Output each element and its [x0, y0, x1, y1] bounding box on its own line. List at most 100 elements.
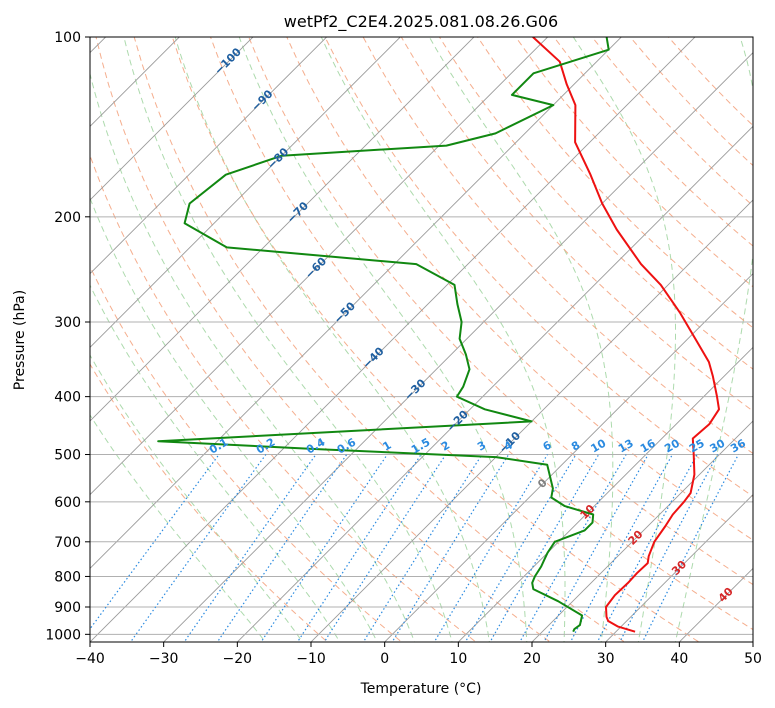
- dry-adiabat-line: [90, 153, 477, 642]
- mixing-ratio-label: 2: [439, 439, 452, 454]
- dry-adiabat-line: [171, 37, 700, 642]
- skewed-isotherm-line: [90, 37, 549, 496]
- dry-adiabat-line: [438, 37, 753, 370]
- dry-adiabat-line: [90, 265, 403, 642]
- moist-adiabat-line: [572, 37, 676, 642]
- y-tick-label: 100: [54, 30, 81, 46]
- dry-adiabat-line: [515, 37, 753, 288]
- mixing-ratio-line: [260, 454, 388, 642]
- moist-adiabat-line: [238, 37, 528, 642]
- mixing-ratio-label: 36: [728, 436, 748, 455]
- mixing-ratio-label: 13: [616, 437, 636, 456]
- pressure-gridlines: [90, 37, 753, 635]
- skewed-isotherm-line: [90, 37, 180, 127]
- mixing-ratio-line: [216, 454, 348, 642]
- mixing-ratio-line: [569, 454, 673, 642]
- isotherm-label: 40: [716, 585, 736, 605]
- isotherm-label: −100: [212, 45, 244, 77]
- x-tick-label: 0: [380, 651, 389, 667]
- dry-adiabat-line: [400, 37, 753, 412]
- isotherm-label: −40: [360, 344, 387, 371]
- y-tick-label: 900: [54, 600, 81, 616]
- y-tick-label: 600: [54, 495, 81, 511]
- skewed-isotherm-line: [90, 37, 622, 569]
- mixing-ratio-lines: [90, 454, 739, 642]
- isotherm-label: −70: [284, 199, 311, 226]
- skewed-isotherm-line: [236, 125, 753, 642]
- skewed-isotherm-line: [605, 494, 753, 642]
- mixing-ratio-label: 16: [638, 436, 658, 455]
- skewed-isotherm-line: [457, 346, 753, 642]
- moist-adiabat-line: [90, 284, 341, 642]
- skewed-isotherm-line: [384, 273, 753, 642]
- mixing-ratio-line: [183, 454, 317, 642]
- plot-frame: [89, 36, 754, 643]
- dewpoint-profile-line: [157, 37, 610, 633]
- moist-adiabat-line: [90, 71, 416, 642]
- y-tick-label: 500: [54, 448, 81, 464]
- mixing-ratio-label: 25: [687, 437, 707, 456]
- isotherm-label: 10: [578, 502, 598, 522]
- mixing-ratio-line: [596, 454, 698, 642]
- mixing-ratio-label: 10: [589, 436, 609, 455]
- moist-adiabat-line: [674, 37, 753, 642]
- dry-adiabat-line: [90, 363, 329, 642]
- mixing-ratio-label: 20: [662, 436, 682, 455]
- mixing-ratio-label: 0.6: [335, 435, 359, 456]
- y-tick-label: 1000: [45, 627, 81, 643]
- dry-adiabat-line: [362, 37, 753, 455]
- mixing-ratio-line: [619, 454, 719, 642]
- x-tick-label: 40: [670, 651, 688, 667]
- moist-adiabat-line: [320, 37, 566, 642]
- isotherm-label: 20: [626, 527, 646, 547]
- mixing-ratio-label: 6: [541, 438, 554, 453]
- chart-title: wetPf2_C2E4.2025.081.08.26.G06: [284, 12, 558, 32]
- isotherm-label: 30: [669, 558, 689, 578]
- sounding-profiles: [157, 37, 720, 633]
- dry-adiabat-line: [591, 37, 753, 207]
- mixing-ratio-line: [129, 454, 267, 642]
- y-tick-label: 700: [54, 535, 81, 551]
- x-axis: −40 −30 −20 −10 0 10 20 30 40 50: [75, 642, 762, 667]
- skewed-isotherm-line: [752, 641, 753, 642]
- isotherm-label: −90: [249, 87, 276, 114]
- moist-adiabat-line: [90, 354, 304, 642]
- mixing-ratio-label: 30: [707, 436, 727, 455]
- dry-adiabat-line: [324, 37, 753, 498]
- x-tick-label: −20: [223, 651, 253, 667]
- dry-adiabat-line: [133, 37, 626, 642]
- skewed-isotherm-line: [531, 420, 753, 642]
- moist-adiabat-line: [428, 37, 614, 642]
- skewed-isotherm-line: [678, 567, 753, 642]
- x-tick-label: 20: [523, 651, 541, 667]
- x-tick-label: −30: [149, 651, 179, 667]
- dry-adiabat-line: [210, 37, 753, 631]
- moist-adiabat-line: [90, 414, 266, 642]
- mixing-ratio-line: [391, 454, 510, 642]
- mixing-ratio-line: [90, 454, 220, 630]
- y-tick-label: 800: [54, 569, 81, 585]
- moist-adiabat-line: [90, 196, 378, 642]
- temperature-profile-line: [532, 37, 720, 633]
- skewed-isotherm-line: [163, 52, 753, 642]
- dry-adiabats: [90, 37, 753, 642]
- y-tick-label: 400: [54, 390, 81, 406]
- mixing-ratio-label: 0.4: [304, 435, 328, 456]
- x-axis-label: Temperature (°C): [360, 681, 482, 697]
- x-tick-label: 30: [597, 651, 615, 667]
- isotherm-label: −80: [265, 145, 292, 172]
- mixing-ratio-label: 0.2: [254, 436, 277, 457]
- x-tick-label: −10: [296, 651, 326, 667]
- mixing-ratio-line: [323, 454, 447, 642]
- mixing-ratio-line: [433, 454, 549, 642]
- y-axis-label: Pressure (hPa): [12, 290, 28, 390]
- dry-adiabat-line: [286, 37, 753, 541]
- mixing-ratio-line: [641, 454, 739, 642]
- dry-adiabat-line: [95, 37, 552, 642]
- mixing-ratio-line: [362, 454, 483, 642]
- x-tick-label: 50: [744, 651, 762, 667]
- isotherm-label: −30: [402, 376, 429, 403]
- mixing-ratio-line: [464, 454, 577, 642]
- skewed-isotherms: [90, 37, 753, 642]
